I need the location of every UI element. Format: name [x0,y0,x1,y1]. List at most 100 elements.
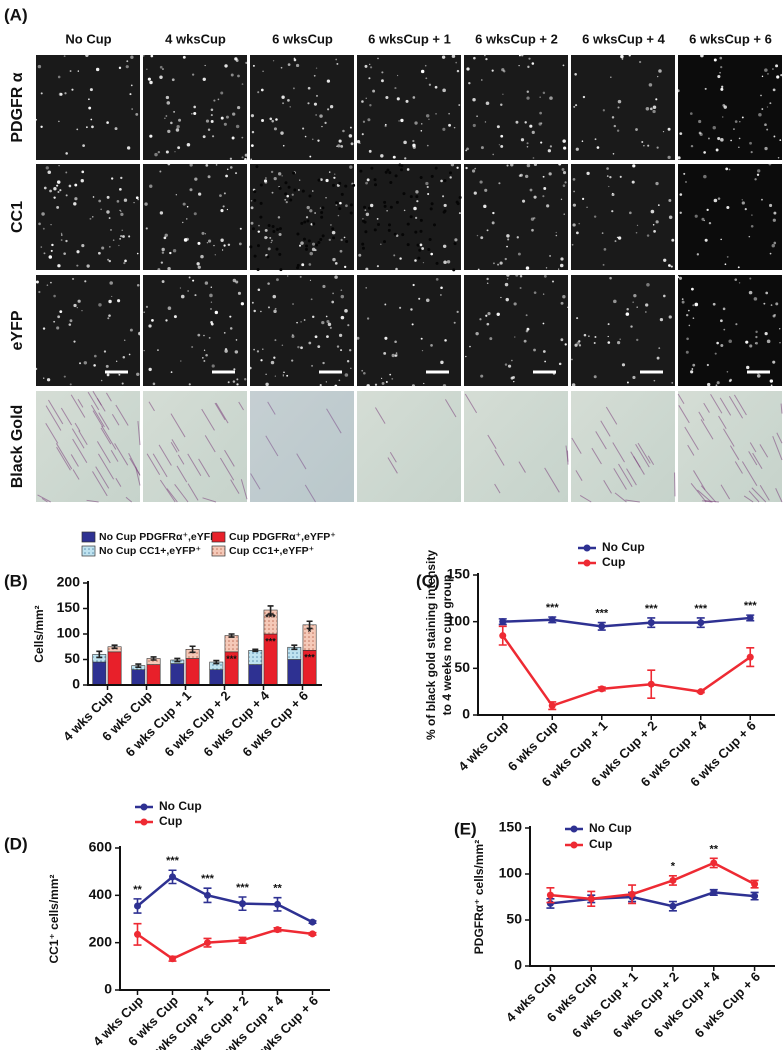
cell [59,92,63,96]
cell [473,56,476,60]
cell [722,116,724,118]
cell [314,212,316,214]
cell [756,374,761,378]
cell [65,152,68,155]
cell [626,381,629,384]
cell [394,353,398,357]
cell [108,259,111,263]
cell [594,138,597,141]
cell [770,304,773,306]
stain-haze [678,391,782,502]
fiber [780,403,783,414]
nucleus [400,164,404,168]
fiber [92,471,108,497]
fiber [146,453,161,475]
nucleus [317,240,321,244]
cell [35,118,38,121]
cell [631,180,635,184]
cell [267,282,270,285]
cell [303,319,306,321]
cell [283,371,285,374]
cell [220,208,224,213]
cell [161,280,165,283]
cell [750,151,753,154]
cell [777,157,780,159]
cell [515,273,519,277]
cell [128,235,131,238]
cell [766,128,769,131]
chart-label: (E) [454,819,477,838]
cell [74,183,78,187]
cell [563,146,567,150]
cell [454,238,458,242]
fiber [544,467,560,493]
cell [440,286,443,290]
cell [328,171,331,173]
cell [89,217,92,220]
cell [86,126,88,129]
cell [414,216,418,220]
fiber [166,488,178,503]
cell [412,143,416,148]
cell [110,177,114,180]
cell [572,203,576,207]
cell [285,201,288,204]
cell [77,70,80,72]
fiber [110,450,119,462]
cell [780,73,783,77]
error-bar [213,659,220,665]
cell [179,287,182,289]
nucleus [389,181,393,185]
nucleus [253,254,257,258]
legend-swatch [81,531,96,543]
cell [772,88,776,92]
cell [434,85,438,89]
cell [60,239,63,241]
cell [169,251,172,255]
cell [57,75,61,79]
error-bar [174,657,181,663]
cell [486,229,489,232]
cell [506,277,509,280]
nucleus [419,176,423,180]
fiber [690,482,707,503]
cell [628,54,631,57]
cell [576,317,579,320]
cell [442,88,446,93]
cell [307,86,311,90]
fiber [684,426,699,451]
cell [165,319,168,322]
cell [423,382,425,385]
cell [317,139,320,142]
cell [90,118,93,121]
chart-label: (B) [4,571,28,590]
cell [337,214,340,217]
cell [679,211,682,214]
cell [81,309,83,312]
fiber [733,394,747,416]
point [669,876,677,884]
cell [486,282,489,284]
cell [349,349,352,352]
cell [50,249,53,252]
cell [730,139,732,142]
cell [260,88,264,92]
point [587,895,595,903]
cell [691,368,694,370]
fiber [78,430,88,446]
cell [524,121,527,124]
fiber [710,394,723,414]
cell [165,95,170,100]
cell [779,342,781,344]
fiber [387,457,398,474]
micrograph-bg [464,275,568,386]
cell [207,175,211,179]
fiber [176,465,188,483]
cell [204,233,207,235]
cell [755,341,758,345]
fiber [614,492,627,503]
cell [571,358,573,361]
cell [224,349,228,353]
cell [744,208,747,211]
cell [311,138,314,141]
